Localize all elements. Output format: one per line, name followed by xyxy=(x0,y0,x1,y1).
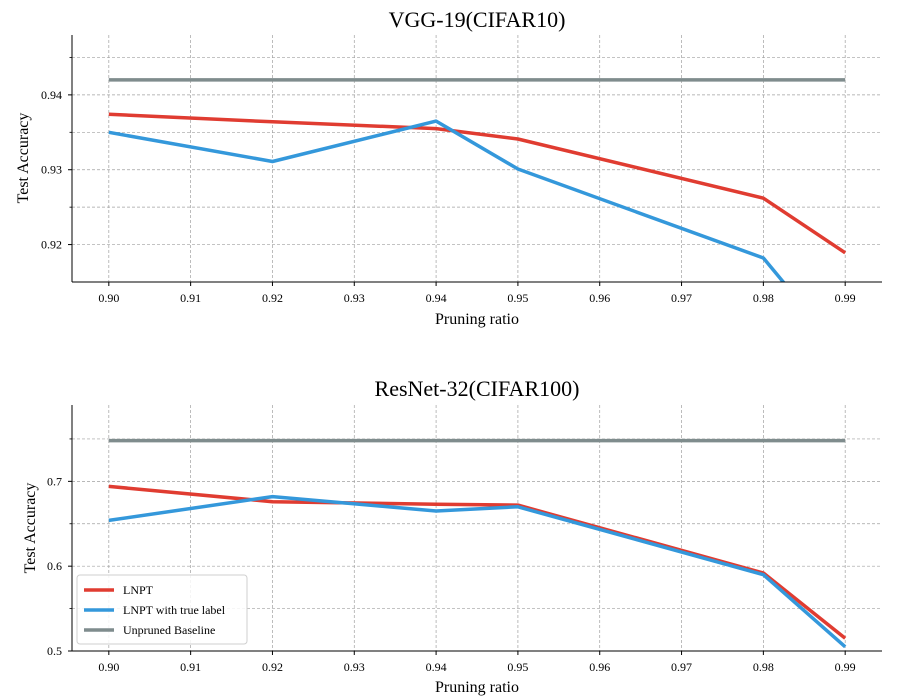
x-tick-label: 0.96 xyxy=(589,291,610,305)
x-tick-label: 0.97 xyxy=(671,660,692,674)
y-axis-label: Test Accuracy xyxy=(22,483,39,574)
y-ticks: 0.92 0.93 0.94 xyxy=(41,57,72,252)
y-tick-label: 0.93 xyxy=(41,163,62,177)
y-tick-label: 0.5 xyxy=(47,644,62,658)
series-line-lnpt-with-true-label xyxy=(108,494,847,649)
series-line-lnpt-with-true-label xyxy=(108,119,786,282)
x-tick-label: 0.95 xyxy=(507,660,528,674)
grid xyxy=(72,35,882,282)
y-axis-label: Test Accuracy xyxy=(15,113,32,204)
legend-frame xyxy=(76,574,248,645)
y-tick-label: 0.7 xyxy=(47,474,62,488)
x-axis-label: Pruning ratio xyxy=(435,679,519,696)
x-tick-label: 0.95 xyxy=(507,291,528,305)
y-tick-label: 0.94 xyxy=(41,88,62,102)
y-ticks: 0.5 0.6 0.7 xyxy=(47,438,72,658)
legend-label-lnpt-true-label: LNPT with true label xyxy=(123,603,226,617)
x-tick-label: 0.90 xyxy=(98,660,119,674)
x-tick-label: 0.98 xyxy=(753,660,774,674)
series-lines xyxy=(108,438,847,649)
series-line-lnpt xyxy=(108,112,847,255)
x-tick-label: 0.92 xyxy=(262,291,283,305)
x-tick-label: 0.99 xyxy=(835,291,856,305)
panel-vgg19: VGG-19(CIFAR10) 0.90 0.91 0.92 0.93 0.94 0.95… xyxy=(15,7,882,328)
legend-label-lnpt: LNPT xyxy=(123,583,154,597)
y-tick-label: 0.92 xyxy=(41,238,62,252)
legend: LNPT LNPT with true label Unpruned Basel… xyxy=(76,574,248,645)
x-tick-label: 0.99 xyxy=(835,660,856,674)
x-tick-label: 0.97 xyxy=(671,291,692,305)
x-tick-label: 0.93 xyxy=(344,291,365,305)
x-tick-label: 0.92 xyxy=(262,660,283,674)
x-tick-label: 0.96 xyxy=(589,660,610,674)
legend-label-baseline: Unpruned Baseline xyxy=(123,623,215,637)
x-tick-label: 0.90 xyxy=(98,291,119,305)
chart-title: ResNet-32(CIFAR100) xyxy=(375,376,580,401)
x-tick-label: 0.91 xyxy=(180,291,201,305)
x-ticks: 0.90 0.91 0.92 0.93 0.94 0.95 0.96 0.97 0.98 0.99 xyxy=(98,282,856,305)
x-tick-label: 0.94 xyxy=(426,291,447,305)
y-tick-label: 0.6 xyxy=(47,559,62,573)
x-axis-label: Pruning ratio xyxy=(435,311,519,328)
series-lines xyxy=(108,78,847,282)
panel-resnet32: ResNet-32(CIFAR100) 0.90 0.91 0.92 0.93 0.94… xyxy=(22,376,882,696)
x-tick-label: 0.91 xyxy=(180,660,201,674)
x-ticks: 0.90 0.91 0.92 0.93 0.94 0.95 0.96 0.97 0.98 0.99 xyxy=(98,651,856,674)
x-tick-label: 0.94 xyxy=(426,660,447,674)
x-tick-label: 0.98 xyxy=(753,291,774,305)
chart-title: VGG-19(CIFAR10) xyxy=(389,7,566,32)
x-tick-label: 0.93 xyxy=(344,660,365,674)
